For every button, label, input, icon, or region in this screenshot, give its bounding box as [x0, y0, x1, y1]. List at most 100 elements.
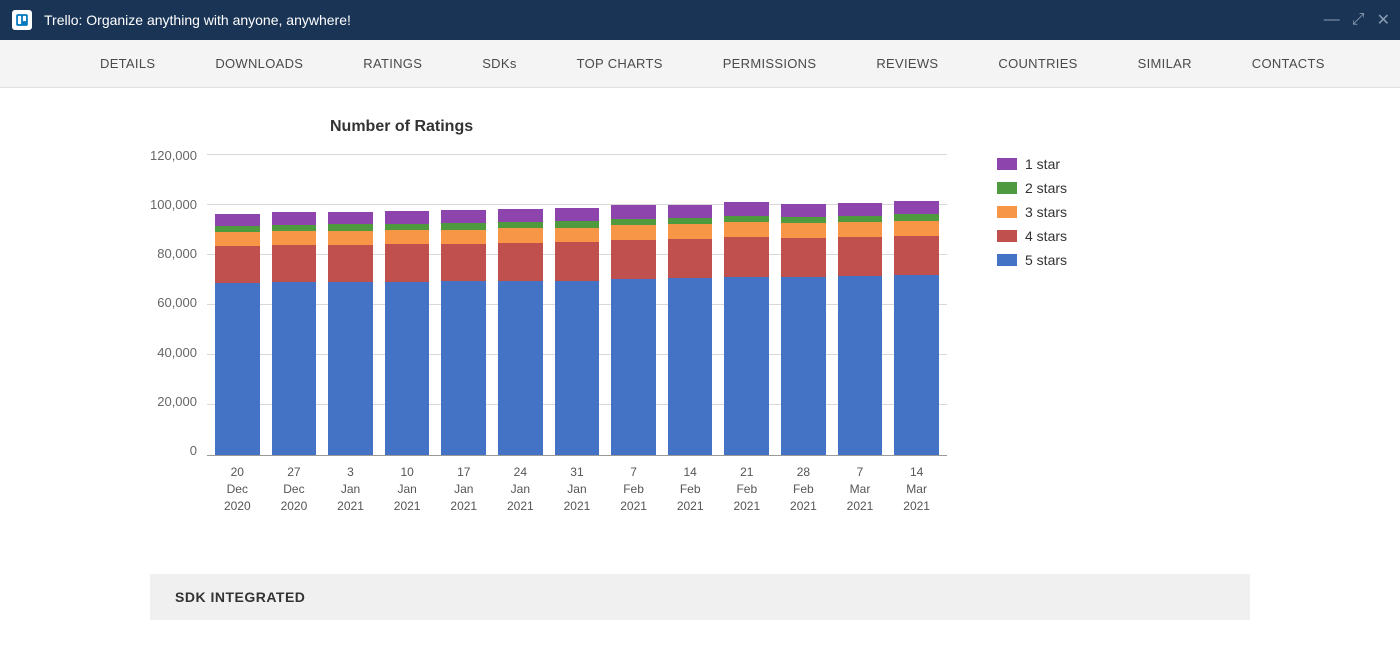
bar-segment [272, 282, 317, 455]
x-tick-label: 31Jan2021 [555, 464, 600, 514]
nav-item-ratings[interactable]: RATINGS [333, 56, 452, 71]
nav-item-details[interactable]: DETAILS [70, 56, 185, 71]
legend-swatch [997, 206, 1017, 218]
nav-item-reviews[interactable]: REVIEWS [846, 56, 968, 71]
bar-segment [838, 237, 883, 276]
grid-line [207, 154, 947, 155]
x-tick-label: 10Jan2021 [385, 464, 430, 514]
sdk-section: SDK INTEGRATED [150, 574, 1250, 620]
bar [668, 205, 713, 456]
bar-segment [385, 244, 430, 281]
y-tick-label: 120,000 [150, 148, 197, 163]
bar-segment [272, 245, 317, 282]
legend-label: 2 stars [1025, 180, 1067, 196]
x-tick-label: 14Mar2021 [894, 464, 939, 514]
x-tick-label: 7Mar2021 [838, 464, 883, 514]
y-tick-label: 80,000 [157, 246, 197, 261]
bar-segment [441, 210, 486, 223]
ratings-chart: 120,000100,00080,00060,00040,00020,0000 … [150, 156, 1250, 514]
nav-bar: DETAILSDOWNLOADSRATINGSSDKsTOP CHARTSPER… [0, 40, 1400, 88]
nav-item-permissions[interactable]: PERMISSIONS [693, 56, 847, 71]
bar-segment [498, 209, 543, 222]
bar-segment [385, 282, 430, 456]
chart-x-axis: 20Dec2020 27Dec20203Jan2021 10Jan202117Jan… [207, 464, 947, 514]
x-tick-label: 27Dec2020 [272, 464, 317, 514]
x-tick-label: 24Jan2021 [498, 464, 543, 514]
legend-label: 1 star [1025, 156, 1060, 172]
bar-segment [781, 223, 826, 238]
bar [611, 205, 656, 455]
bar-segment [894, 201, 939, 214]
bar-segment [724, 202, 769, 215]
bar [441, 210, 486, 455]
expand-icon[interactable]: ⤢ [1352, 11, 1365, 29]
bar-segment [328, 245, 373, 282]
bar-segment [498, 281, 543, 455]
bar-segment [894, 221, 939, 236]
bar-segment [781, 238, 826, 277]
bar [894, 201, 939, 455]
bar-segment [611, 240, 656, 279]
trello-icon [12, 10, 32, 30]
bar-segment [894, 236, 939, 275]
nav-item-contacts[interactable]: CONTACTS [1222, 56, 1355, 71]
chart-legend: 1 star 2 stars 3 stars 4 stars 5 stars [997, 156, 1067, 514]
bar [272, 212, 317, 455]
minimize-icon[interactable]: — [1324, 11, 1340, 29]
legend-swatch [997, 230, 1017, 242]
y-tick-label: 0 [190, 443, 197, 458]
bar-segment [272, 212, 317, 225]
bar-segment [555, 208, 600, 221]
app-title: Trello: Organize anything with anyone, a… [44, 12, 351, 28]
legend-item: 4 stars [997, 228, 1067, 244]
bar [385, 211, 430, 455]
bar-segment [724, 237, 769, 277]
bar-segment [838, 222, 883, 237]
bar-segment [668, 224, 713, 239]
bar-segment [611, 225, 656, 240]
bar-segment [441, 244, 486, 282]
bar [215, 214, 260, 456]
bar [838, 203, 883, 455]
x-tick-label: 21Feb2021 [724, 464, 769, 514]
bar-segment [838, 276, 883, 455]
bar-segment [781, 204, 826, 217]
bar-segment [668, 239, 713, 278]
x-tick-label: 3Jan2021 [328, 464, 373, 514]
bar [328, 212, 373, 455]
x-tick-label: 17Jan2021 [441, 464, 486, 514]
legend-label: 5 stars [1025, 252, 1067, 268]
legend-item: 5 stars [997, 252, 1067, 268]
y-tick-label: 60,000 [157, 295, 197, 310]
bar-segment [781, 217, 826, 224]
bar [498, 209, 543, 455]
legend-label: 4 stars [1025, 228, 1067, 244]
y-tick-label: 100,000 [150, 197, 197, 212]
bar-segment [781, 277, 826, 455]
nav-item-countries[interactable]: COUNTRIES [968, 56, 1107, 71]
legend-item: 2 stars [997, 180, 1067, 196]
bar-segment [385, 230, 430, 244]
nav-item-downloads[interactable]: DOWNLOADS [185, 56, 333, 71]
nav-item-sdks[interactable]: SDKs [452, 56, 546, 71]
bar-segment [272, 231, 317, 245]
legend-label: 3 stars [1025, 204, 1067, 220]
x-tick-label: 20Dec2020 [215, 464, 260, 514]
legend-swatch [997, 254, 1017, 266]
legend-item: 1 star [997, 156, 1067, 172]
bar-segment [328, 212, 373, 225]
bar-segment [724, 277, 769, 455]
bar-segment [215, 232, 260, 246]
bar-segment [894, 214, 939, 221]
bar-segment [441, 281, 486, 455]
bar-segment [385, 211, 430, 224]
sdk-section-title: SDK INTEGRATED [175, 589, 1225, 605]
bar [781, 204, 826, 455]
nav-item-top-charts[interactable]: TOP CHARTS [547, 56, 693, 71]
bar-segment [215, 214, 260, 227]
close-icon[interactable]: ✕ [1377, 10, 1390, 30]
legend-item: 3 stars [997, 204, 1067, 220]
nav-item-similar[interactable]: SIMILAR [1108, 56, 1222, 71]
bar-segment [724, 216, 769, 223]
bar [555, 208, 600, 455]
